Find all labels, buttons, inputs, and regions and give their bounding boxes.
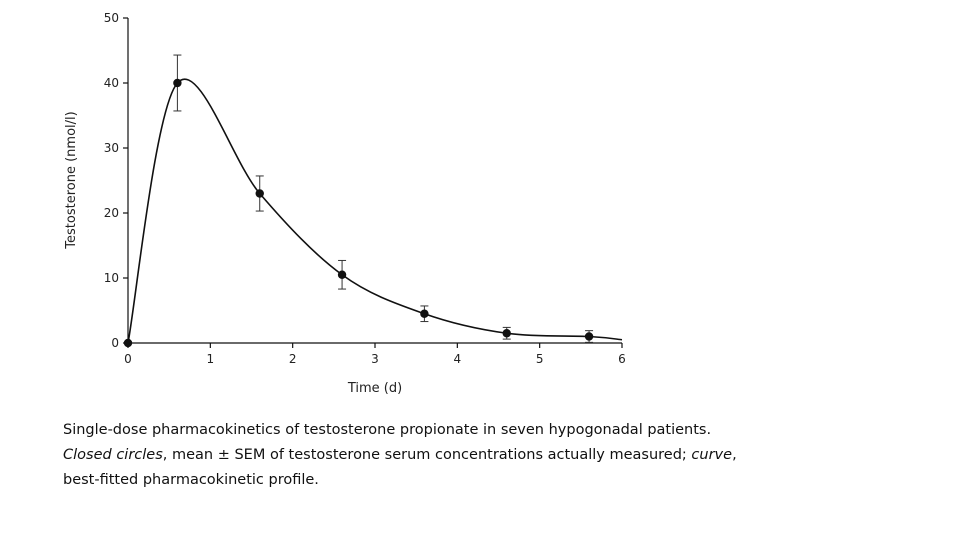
- data-point: [173, 78, 182, 88]
- data-markers: [123, 78, 594, 348]
- data-point: [337, 270, 347, 279]
- x-tick-label: 4: [454, 352, 462, 366]
- data-point: [123, 338, 133, 348]
- data-point: [420, 309, 429, 318]
- caption-line-3: best-fitted pharmacokinetic profile.: [63, 472, 319, 488]
- ticks: [123, 17, 623, 348]
- fitted-curve: [127, 78, 623, 344]
- x-tick-label: 3: [371, 352, 379, 366]
- tick-labels: 0 1 2 3 4 5 6 0 10 20 30 40 50: [104, 11, 626, 366]
- x-tick-label: 6: [618, 352, 626, 366]
- caption-line-2: Closed circles, mean ± SEM of testostero…: [63, 443, 923, 468]
- x-tick-label: 5: [536, 352, 544, 366]
- data-point: [502, 329, 511, 338]
- data-point: [255, 189, 264, 198]
- x-tick-label: 2: [289, 352, 297, 366]
- data-point: [584, 332, 594, 341]
- x-tick-label: 1: [207, 352, 215, 366]
- y-tick-label: 20: [104, 206, 119, 220]
- caption-curve: curve: [691, 447, 733, 463]
- y-tick-label: 0: [111, 336, 119, 350]
- error-bars: [173, 54, 594, 343]
- x-tick-label: 0: [124, 352, 132, 366]
- caption-line-1: Single-dose pharmacokinetics of testoste…: [63, 422, 712, 438]
- y-tick-label: 30: [104, 141, 119, 155]
- caption-mean-sem: , mean ± SEM of testosterone serum conce…: [162, 447, 692, 463]
- chart: 0 1 2 3 4 5 6 0 10 20 30 40 50 Time (d) Testosterone…: [64, 11, 626, 396]
- y-tick-label: 10: [104, 271, 119, 285]
- caption-comma: ,: [732, 447, 737, 463]
- y-tick-label: 40: [104, 76, 119, 90]
- x-axis-title: Time (d): [347, 381, 402, 396]
- caption-closed-circles: Closed circles: [63, 447, 163, 463]
- y-axis-title: Testosterone (nmol/l): [64, 111, 79, 249]
- y-tick-label: 50: [104, 11, 119, 25]
- figure-caption: Single-dose pharmacokinetics of testoste…: [63, 418, 923, 493]
